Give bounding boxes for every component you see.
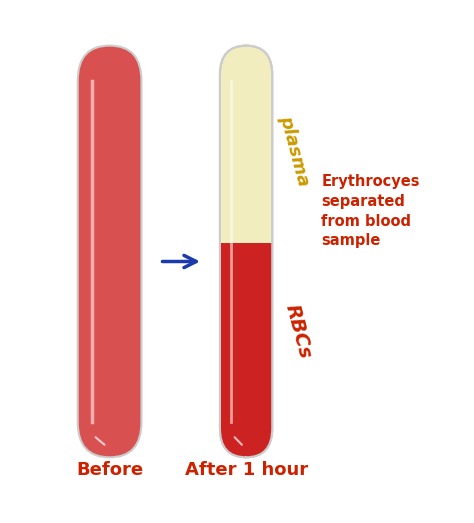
Text: After 1 hour: After 1 hour (184, 461, 308, 479)
Text: plasma: plasma (276, 113, 312, 188)
FancyBboxPatch shape (220, 46, 272, 457)
Text: Erythrocyes
separated
from blood
sample: Erythrocyes separated from blood sample (321, 174, 419, 248)
FancyBboxPatch shape (78, 46, 141, 457)
FancyBboxPatch shape (220, 46, 272, 457)
Text: Before: Before (76, 461, 143, 479)
Text: RBCs: RBCs (282, 302, 315, 361)
